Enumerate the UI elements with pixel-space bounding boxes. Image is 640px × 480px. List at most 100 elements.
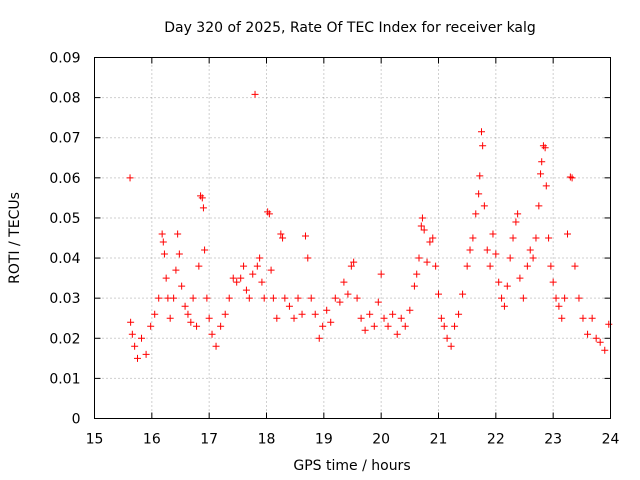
data-point <box>447 342 455 350</box>
axis-ticks <box>94 57 611 419</box>
data-point <box>535 202 543 210</box>
data-point <box>340 278 348 286</box>
data-point <box>253 262 261 270</box>
data-point <box>547 262 555 270</box>
data-point <box>267 266 275 274</box>
data-point <box>237 274 245 282</box>
data-point <box>469 234 477 242</box>
x-tick-label: 22 <box>487 432 505 448</box>
y-tick-label: 0 <box>72 412 81 428</box>
data-point <box>331 294 339 302</box>
data-point <box>479 142 487 150</box>
data-point <box>273 314 281 322</box>
data-point <box>440 322 448 330</box>
data-point <box>592 334 600 342</box>
data-point <box>189 294 197 302</box>
x-tick-label: 15 <box>86 432 104 448</box>
data-point <box>492 250 500 258</box>
data-point <box>184 310 192 318</box>
data-point <box>542 182 550 190</box>
data-point <box>393 330 401 338</box>
x-tick-label: 23 <box>544 432 562 448</box>
data-point <box>495 278 503 286</box>
x-tick-label: 17 <box>200 432 218 448</box>
data-point <box>126 174 134 182</box>
data-point <box>579 314 587 322</box>
data-point <box>285 302 293 310</box>
y-tick-label: 0.08 <box>49 91 80 107</box>
data-point <box>506 254 514 262</box>
data-point <box>256 254 264 262</box>
data-point <box>170 294 178 302</box>
data-points <box>126 90 613 362</box>
data-point <box>429 234 437 242</box>
y-axis-label: ROTI / TECUs <box>7 192 23 284</box>
data-point <box>432 262 440 270</box>
data-point <box>380 314 388 322</box>
data-point <box>301 232 309 240</box>
data-point <box>397 314 405 322</box>
data-point <box>277 230 285 238</box>
data-point <box>294 294 302 302</box>
y-tick-label: 0.01 <box>49 371 80 387</box>
data-point <box>249 270 257 278</box>
data-point <box>558 314 566 322</box>
data-point <box>279 234 287 242</box>
data-point <box>147 322 155 330</box>
data-point <box>459 290 467 298</box>
data-point <box>413 270 421 278</box>
data-point <box>166 314 174 322</box>
data-point <box>423 258 431 266</box>
data-point <box>420 226 428 234</box>
data-point <box>198 194 206 202</box>
data-point <box>498 294 506 302</box>
x-tick-label: 16 <box>143 432 161 448</box>
data-point <box>466 246 474 254</box>
data-point <box>596 338 604 346</box>
data-point <box>240 262 248 270</box>
x-tick-label: 18 <box>258 432 276 448</box>
data-point <box>350 258 358 266</box>
data-point <box>475 190 483 198</box>
y-tick-label: 0.07 <box>49 131 80 147</box>
plot-frame <box>94 57 611 419</box>
data-point <box>370 322 378 330</box>
data-point <box>584 330 592 338</box>
data-point <box>347 262 355 270</box>
data-point <box>225 294 233 302</box>
data-point <box>245 294 253 302</box>
data-point <box>174 230 182 238</box>
data-point <box>127 318 135 326</box>
data-point <box>155 294 163 302</box>
data-point <box>549 278 557 286</box>
data-point <box>552 294 560 302</box>
x-tick-label: 24 <box>602 432 620 448</box>
data-point <box>516 274 524 282</box>
axis-tick-labels: 15 16 17 18 19 20 21 22 23 24 0 0.01 0.02 0.03 0.04 0.0… <box>49 51 619 448</box>
data-point <box>193 322 201 330</box>
data-point <box>290 314 298 322</box>
data-point <box>435 290 442 298</box>
data-point <box>242 286 250 294</box>
data-point <box>532 234 540 242</box>
data-point <box>451 322 459 330</box>
data-point <box>304 254 312 262</box>
data-point <box>500 302 508 310</box>
data-point <box>566 173 574 181</box>
data-point <box>172 266 180 274</box>
data-point <box>138 334 146 342</box>
data-point <box>361 326 369 334</box>
y-tick-label: 0.09 <box>49 51 80 67</box>
data-point <box>588 314 596 322</box>
y-tick-label: 0.06 <box>49 171 80 187</box>
data-point <box>406 306 414 314</box>
data-point <box>269 294 277 302</box>
data-point <box>315 334 323 342</box>
data-point <box>323 306 331 314</box>
data-point <box>483 246 491 254</box>
data-point <box>575 294 583 302</box>
data-point <box>512 218 520 226</box>
data-point <box>199 204 207 212</box>
data-point <box>187 318 195 326</box>
data-point <box>555 302 563 310</box>
